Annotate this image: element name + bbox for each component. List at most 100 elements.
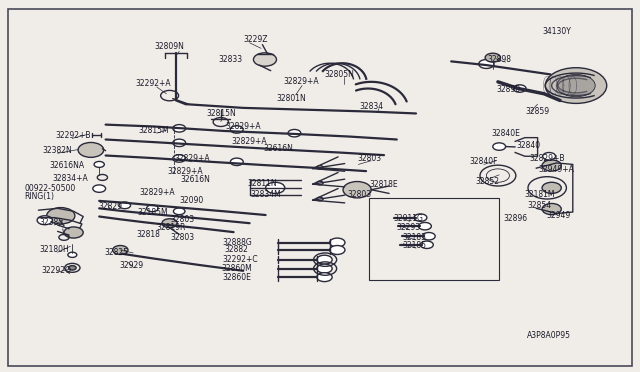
Text: 32829+A: 32829+A: [232, 137, 268, 146]
Text: 32805N: 32805N: [324, 70, 354, 79]
Text: RING(1): RING(1): [24, 192, 54, 201]
Circle shape: [68, 266, 76, 270]
Circle shape: [288, 129, 301, 137]
Text: A3P8A0P95: A3P8A0P95: [527, 331, 571, 340]
Circle shape: [493, 143, 506, 150]
Text: 32818E: 32818E: [370, 180, 398, 189]
Text: 32803: 32803: [170, 215, 195, 224]
Text: 32829+A: 32829+A: [139, 188, 175, 197]
Text: 32890: 32890: [497, 85, 521, 94]
Text: 32834: 32834: [359, 102, 383, 110]
Circle shape: [173, 155, 186, 162]
Circle shape: [479, 60, 494, 68]
Text: 32385: 32385: [39, 218, 63, 227]
Text: 32834M: 32834M: [250, 190, 281, 199]
Text: 32616N: 32616N: [264, 144, 293, 153]
Text: 32803: 32803: [348, 190, 372, 199]
Circle shape: [317, 255, 332, 264]
Text: 32382N: 32382N: [43, 146, 72, 155]
Text: 32616NA: 32616NA: [50, 161, 84, 170]
Circle shape: [230, 158, 243, 166]
Circle shape: [513, 85, 526, 92]
Circle shape: [78, 142, 104, 157]
Circle shape: [68, 252, 77, 257]
Text: 32840F: 32840F: [469, 157, 497, 166]
Circle shape: [93, 185, 106, 192]
Text: 32949+A: 32949+A: [539, 165, 575, 174]
Text: 32882: 32882: [225, 246, 249, 254]
Circle shape: [230, 126, 243, 133]
Text: 32829+A: 32829+A: [174, 154, 210, 163]
Text: 32852: 32852: [476, 177, 500, 186]
Circle shape: [557, 74, 595, 97]
Text: 32854: 32854: [527, 201, 552, 210]
Text: 32896: 32896: [503, 214, 527, 223]
Text: 32840E: 32840E: [491, 129, 520, 138]
Circle shape: [419, 222, 431, 230]
Text: 32829+A: 32829+A: [168, 167, 204, 176]
Text: 32859: 32859: [525, 107, 550, 116]
Circle shape: [147, 205, 158, 212]
Circle shape: [330, 238, 345, 247]
Text: 32090: 32090: [180, 196, 204, 205]
Text: 32815N: 32815N: [206, 109, 236, 118]
Circle shape: [485, 53, 500, 62]
Text: 32183: 32183: [403, 233, 427, 242]
Text: 32293: 32293: [396, 223, 420, 232]
Text: 32185M: 32185M: [137, 208, 168, 217]
Circle shape: [119, 202, 131, 209]
Text: 32292+A: 32292+A: [136, 79, 172, 88]
Text: 32180H: 32180H: [40, 246, 69, 254]
Text: 32840: 32840: [516, 141, 540, 150]
Text: 32809N: 32809N: [155, 42, 184, 51]
Text: 32834+A: 32834+A: [52, 174, 88, 183]
Circle shape: [266, 182, 285, 193]
Text: 32185: 32185: [403, 241, 427, 250]
Text: 34130Y: 34130Y: [542, 27, 572, 36]
Text: 32825: 32825: [104, 248, 129, 257]
Circle shape: [414, 214, 427, 221]
Text: 32829: 32829: [98, 202, 122, 211]
Circle shape: [545, 68, 607, 103]
Text: 32803: 32803: [170, 233, 195, 242]
Text: 32811N: 32811N: [248, 179, 277, 187]
Text: 32616N: 32616N: [180, 175, 210, 184]
Circle shape: [162, 219, 177, 228]
Text: 32829+A: 32829+A: [283, 77, 319, 86]
Text: 32815M: 32815M: [138, 126, 169, 135]
Text: 32803: 32803: [358, 154, 382, 163]
Text: 32860M: 32860M: [221, 264, 252, 273]
Circle shape: [317, 273, 332, 282]
Circle shape: [94, 161, 104, 167]
Text: 32860E: 32860E: [222, 273, 252, 282]
Circle shape: [542, 182, 561, 193]
Circle shape: [317, 181, 323, 185]
Text: 3229Z: 3229Z: [244, 35, 268, 44]
Text: 32181M: 32181M: [524, 190, 555, 199]
Text: 32292+B: 32292+B: [56, 131, 92, 140]
Text: 32801N: 32801N: [276, 94, 306, 103]
Circle shape: [330, 246, 345, 254]
Circle shape: [542, 203, 561, 215]
Circle shape: [173, 208, 185, 215]
Text: 32292+C: 32292+C: [222, 255, 258, 264]
Circle shape: [173, 139, 186, 147]
Text: 32898: 32898: [487, 55, 511, 64]
Text: 32819R: 32819R: [157, 223, 186, 232]
Circle shape: [420, 241, 433, 248]
Circle shape: [37, 216, 52, 225]
Text: 32929: 32929: [119, 262, 143, 270]
Text: 32829+B: 32829+B: [529, 154, 565, 163]
Circle shape: [343, 182, 371, 198]
Text: 32833: 32833: [218, 55, 243, 64]
Circle shape: [64, 227, 83, 238]
Circle shape: [542, 160, 561, 171]
Text: 32292Q: 32292Q: [42, 266, 71, 275]
Bar: [369, 198, 499, 280]
Circle shape: [317, 197, 323, 201]
Text: 32818: 32818: [136, 230, 161, 239]
Text: 00922-50500: 00922-50500: [24, 185, 76, 193]
Circle shape: [317, 166, 323, 169]
Circle shape: [543, 153, 556, 160]
Text: 32829+A: 32829+A: [225, 122, 261, 131]
